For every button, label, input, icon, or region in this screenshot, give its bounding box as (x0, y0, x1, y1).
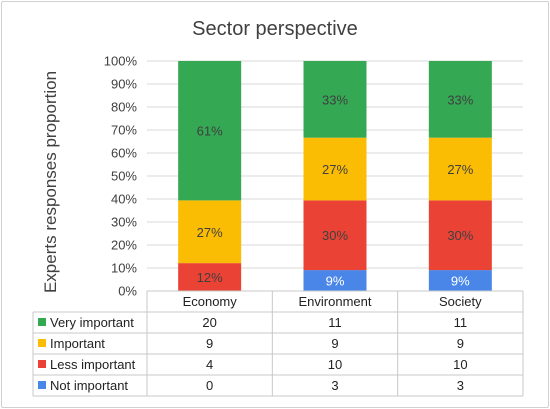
data-label: 61% (197, 124, 223, 139)
table-cell: 11 (454, 315, 468, 330)
bar-segment (303, 137, 367, 201)
data-table: Economy Environment Society Very important 2… (32, 290, 524, 397)
bar-segment (178, 200, 242, 264)
legend-swatch (38, 318, 46, 326)
data-label: 27% (322, 162, 348, 177)
y-tick-label: 70% (111, 123, 137, 138)
bar-segment (428, 200, 492, 271)
bar-segment (303, 200, 367, 271)
chart-title: Sector perspective (192, 18, 358, 40)
bar-segment (303, 61, 367, 138)
legend-entry: Important (50, 336, 105, 351)
data-label: 27% (197, 225, 223, 240)
data-label: 30% (447, 228, 473, 243)
data-label: 9% (451, 274, 470, 289)
bar-segment (303, 270, 367, 291)
data-label: 33% (447, 92, 473, 107)
table-cell: 11 (328, 315, 342, 330)
table-cell: 10 (328, 357, 342, 372)
bars: 12% 27% 61% 9% 30% 27% 33% 9% 30% 27% 33% (178, 61, 492, 291)
data-label: 27% (447, 162, 473, 177)
table-cell: 10 (453, 357, 467, 372)
table-cell: 4 (206, 357, 213, 372)
y-tick-label: 10% (111, 261, 137, 276)
bar-segment (178, 263, 242, 291)
legend-entry: Less important (50, 357, 136, 372)
table-cell: 20 (202, 315, 216, 330)
y-tick-label: 40% (111, 192, 137, 207)
table-cell: 3 (457, 378, 464, 393)
y-tick-label: 50% (111, 169, 137, 184)
bar-segment (178, 61, 242, 201)
x-category-label: Environment (299, 294, 372, 309)
table-cell: 9 (206, 336, 213, 351)
bar-segment (428, 137, 492, 201)
x-category-label: Society (439, 294, 482, 309)
table-cell: 0 (206, 378, 213, 393)
bar-segment (428, 270, 492, 291)
data-label: 12% (197, 270, 223, 285)
y-tick-label: 100% (104, 54, 138, 69)
legend-entry: Not important (50, 378, 128, 393)
data-label: 30% (322, 228, 348, 243)
legend-entry: Very important (50, 315, 134, 330)
bar-segment (428, 61, 492, 138)
table-cell: 9 (457, 336, 464, 351)
y-tick-label: 20% (111, 238, 137, 253)
y-tick-label: 80% (111, 100, 137, 115)
legend-swatch (38, 360, 46, 368)
y-tick-label: 0% (118, 284, 137, 299)
data-label: 33% (322, 92, 348, 107)
table-cell: 9 (331, 336, 338, 351)
table-cell: 3 (331, 378, 338, 393)
y-tick-label: 90% (111, 77, 137, 92)
x-category-label: Economy (183, 294, 238, 309)
legend-swatch (38, 339, 46, 347)
y-tick-label: 30% (111, 215, 137, 230)
y-axis-ticks: 0% 10% 20% 30% 40% 50% 60% 70% 80% 90% 100% (104, 54, 138, 299)
legend-swatch (38, 381, 46, 389)
data-label: 9% (326, 274, 345, 289)
y-tick-label: 60% (111, 146, 137, 161)
y-axis-label: Experts responses proportion (41, 71, 60, 293)
